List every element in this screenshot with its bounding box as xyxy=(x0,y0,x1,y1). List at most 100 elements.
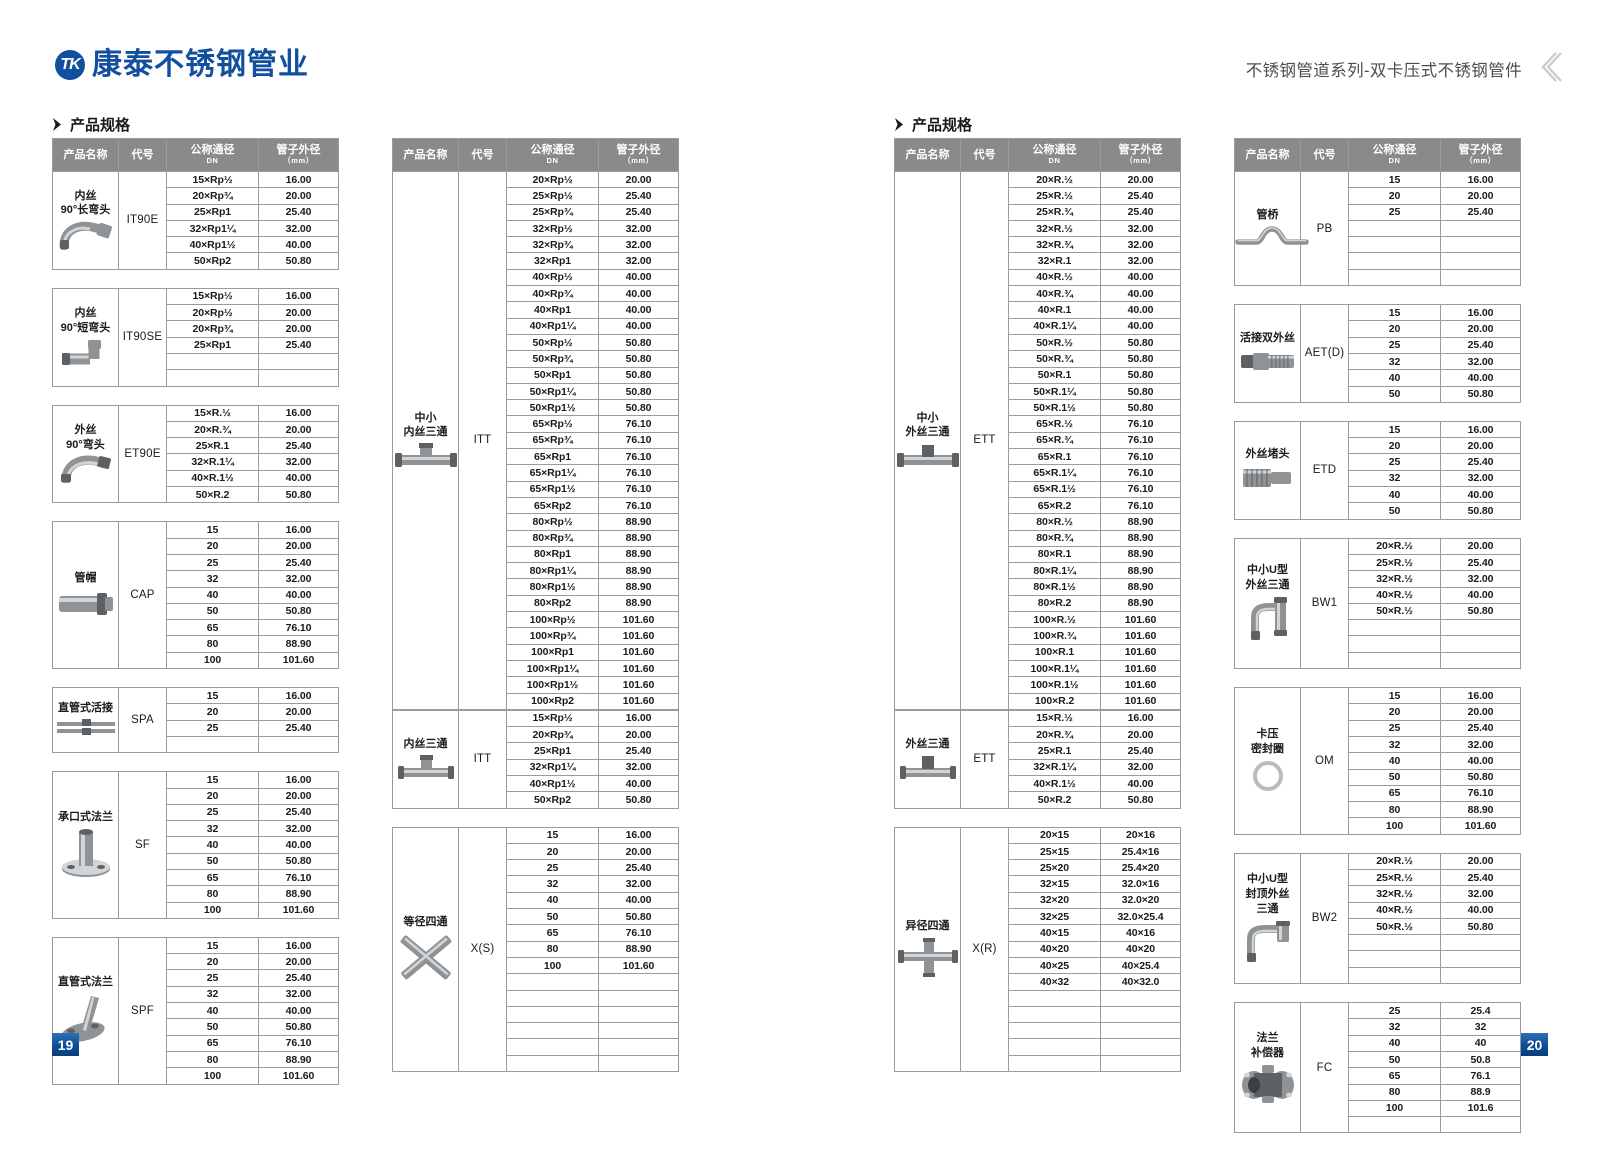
cell-od: 101.60 xyxy=(258,1067,339,1085)
table-row: 65×Rp¾ 76.10 xyxy=(393,431,679,450)
cell-od: 101.60 xyxy=(1100,692,1181,710)
product-name-label: 外丝堵头 xyxy=(1245,447,1290,460)
spec-table-spf: 直管式法兰 SPF 15 16.00 20 20.00 25 25.40 32 32.00 40 40… xyxy=(52,936,339,1085)
cell-dn: 65×R.2 xyxy=(1008,496,1101,515)
cell-od: 76.1 xyxy=(1440,1067,1521,1085)
cell-dn: 80×Rp½ xyxy=(506,513,599,531)
table-row: 32 32.00 xyxy=(393,875,679,893)
cell-dn: 25×Rp¾ xyxy=(506,203,599,221)
cell-od: 88.90 xyxy=(258,1050,339,1069)
col-header-dn: 公称通径 DN xyxy=(1008,138,1101,172)
product-name-label: 中小U型 xyxy=(1247,564,1288,577)
cell-dn: 25 xyxy=(1348,336,1441,354)
table-row xyxy=(393,1054,679,1073)
col-header-code: 代号 xyxy=(118,138,167,172)
cell-od: 101.60 xyxy=(598,627,679,645)
cell-dn: 40×Rp1¼ xyxy=(506,317,599,335)
cell-dn: 100 xyxy=(1348,817,1441,835)
cell-dn xyxy=(506,989,599,1007)
cell-dn: 32×Rp¾ xyxy=(506,236,599,254)
cell-dn: 20 xyxy=(166,787,259,805)
cell-od: 88.90 xyxy=(1100,513,1181,531)
cross-reducing-icon xyxy=(895,936,960,978)
cell-od: 101.60 xyxy=(598,643,679,661)
table-row: 100×R.2 101.60 xyxy=(895,692,1181,710)
table-row: 50 50.80 xyxy=(53,1018,339,1036)
cell-dn: 100 xyxy=(166,1067,259,1085)
table-row: 50×R.¾ 50.80 xyxy=(895,350,1181,368)
table-row: 50×Rp2 50.80 xyxy=(53,252,339,270)
table-row xyxy=(1235,619,1521,637)
col-header-od: 管子外径 （mm） xyxy=(598,138,679,172)
table-row xyxy=(1235,966,1521,985)
cell-dn: 32 xyxy=(1348,735,1441,754)
product-name-label: 承口式法兰 xyxy=(58,810,113,823)
cell-od: 32.00 xyxy=(1440,570,1521,588)
cell-od: 25.40 xyxy=(1440,336,1521,354)
product-name-label: 三通 xyxy=(1256,902,1279,915)
cell-dn: 100×Rp2 xyxy=(506,692,599,710)
cell-od: 20.00 xyxy=(1100,170,1181,189)
table-row xyxy=(1235,651,1521,670)
union-double-male-icon xyxy=(1235,348,1300,374)
cell-dn: 50×R.½ xyxy=(1008,333,1101,352)
cell-dn: 25×Rp1 xyxy=(166,336,259,354)
cell-od: 32.00 xyxy=(598,758,679,776)
cell-dn xyxy=(1348,934,1441,952)
product-name-label: 外丝三通 xyxy=(1245,579,1290,592)
table-row xyxy=(53,369,339,387)
cell-od: 76.10 xyxy=(1100,415,1181,433)
brand-logo: TK 康泰不锈钢管业 xyxy=(55,50,309,80)
table-row: 20 20.00 xyxy=(53,953,339,971)
product-code-cell: CAP xyxy=(118,521,167,670)
product-code-cell: SF xyxy=(118,771,167,919)
table-row: 80 88.90 xyxy=(53,635,339,653)
cell-dn: 20×Rp½ xyxy=(506,170,599,189)
table-row: 100×Rp1 101.60 xyxy=(393,643,679,661)
product-name-cell: 卡压 密封圈 xyxy=(1234,687,1301,835)
cell-od: 32.00 xyxy=(1100,758,1181,776)
cell-od: 101.60 xyxy=(258,901,339,919)
cell-dn: 65 xyxy=(166,1034,259,1052)
cell-dn xyxy=(1008,1005,1101,1024)
table-column-2: 产品名称 代号 公称通径 DN 管子外径 （mm） 中小 内丝三通 ITT 20×Rp½ 20.00… xyxy=(392,138,679,1090)
cell-dn: 65 xyxy=(1348,1067,1441,1085)
table-row xyxy=(895,1054,1181,1073)
table-row: 25 25.40 xyxy=(1235,203,1521,221)
elbow-short-female-icon xyxy=(53,338,118,366)
cell-dn: 40 xyxy=(1348,369,1441,387)
cell-dn: 50×Rp½ xyxy=(506,333,599,352)
cell-dn: 20 xyxy=(166,953,259,971)
cell-od: 40.00 xyxy=(258,1002,339,1020)
col-header-name: 产品名称 xyxy=(894,138,961,172)
cell-od: 25.4 xyxy=(1440,1002,1521,1020)
table-row xyxy=(393,989,679,1007)
cell-dn: 25×R.½ xyxy=(1348,868,1441,887)
cell-dn: 100×Rp1 xyxy=(506,643,599,661)
table-row: 承口式法兰 SF 15 16.00 xyxy=(52,771,339,919)
cross-equal-icon xyxy=(393,932,458,982)
product-name-cell: 外丝 90°弯头 xyxy=(52,404,119,504)
col-header-dn: 公称通径 DN xyxy=(506,138,599,172)
cell-od: 20.00 xyxy=(598,170,679,189)
table-row: 80 88.90 xyxy=(393,940,679,958)
table-row: 50 50.8 xyxy=(1235,1050,1521,1069)
cell-od: 88.90 xyxy=(1100,594,1181,613)
table-row: 50×Rp2 50.80 xyxy=(393,791,679,809)
table-row: 80×Rp1½ 88.90 xyxy=(393,578,679,596)
cell-od: 25.40 xyxy=(598,187,679,205)
spec-table-fc: 法兰 补偿器 FC 25 25.4 32 32 40 40 50 50.8 65 76.1 80 88.9 1… xyxy=(1234,1002,1521,1134)
cell-dn: 50×Rp1½ xyxy=(506,399,599,417)
product-name-label: 法兰 xyxy=(1256,1031,1279,1044)
cell-dn: 40×Rp1 xyxy=(506,301,599,319)
cell-od: 88.90 xyxy=(598,594,679,613)
cell-od: 50.80 xyxy=(1100,382,1181,401)
cell-od: 25.40 xyxy=(258,969,339,987)
table-column-3: 产品名称 代号 公称通径 DN 管子外径 （mm） 中小 外丝三通 ETT 20×R.½ 20.00… xyxy=(894,138,1181,1090)
o-ring-icon xyxy=(1235,760,1300,791)
cell-dn: 15 xyxy=(1348,420,1441,439)
cell-dn: 65×Rp2 xyxy=(506,496,599,515)
cell-dn: 80×Rp1½ xyxy=(506,578,599,596)
cell-od: 25.40 xyxy=(1440,719,1521,737)
cell-od: 40.00 xyxy=(1100,774,1181,793)
